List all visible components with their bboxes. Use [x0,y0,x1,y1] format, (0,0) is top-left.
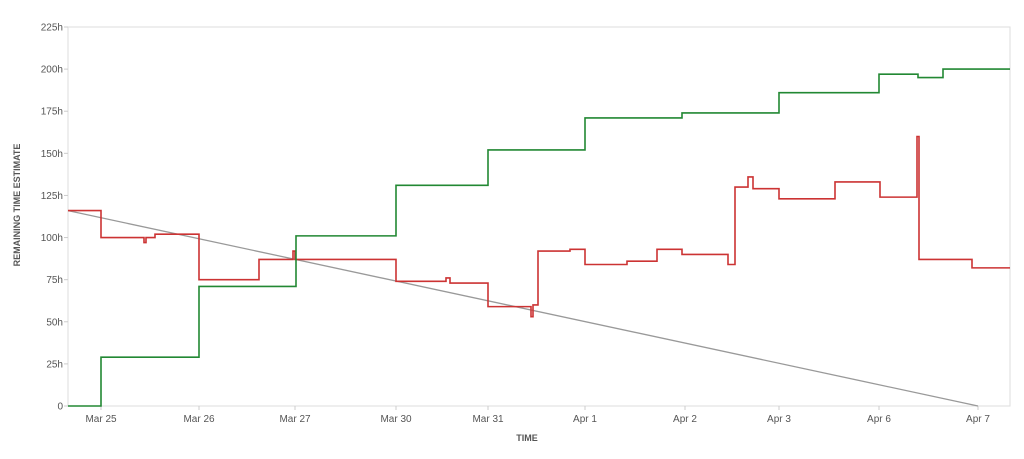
y-tick-label: 200h [41,65,63,76]
y-tick-label: 225h [41,23,63,34]
y-axis-ticks: 0 25h 50h 75h 100h 125h 150h 175h 200h 225h [41,23,68,413]
x-tick-label: Apr 3 [767,414,791,425]
plot-frame [67,26,1011,407]
y-axis-title: REMAINING TIME ESTIMATE [12,144,22,267]
x-tick-label: Mar 30 [380,414,412,425]
y-tick-label: 100h [41,233,63,244]
x-axis-title: TIME [516,433,538,443]
series-layer [67,68,1010,407]
x-tick-label: Mar 25 [85,414,117,425]
y-tick-label: 50h [46,317,63,328]
logged-series-line [68,68,1010,407]
x-tick-label: Apr 7 [966,414,990,425]
x-tick-label: Mar 26 [183,414,215,425]
y-tick-label: 125h [41,191,63,202]
y-tick-label: 0 [57,402,63,413]
y-tick-label: 25h [46,359,63,370]
guideline-series-line [67,209,979,407]
x-tick-label: Apr 6 [867,414,891,425]
x-axis-ticks: Mar 25 Mar 26 Mar 27 Mar 30 Mar 31 Apr 1 Apr 2… [85,406,990,425]
x-tick-label: Apr 1 [573,414,597,425]
x-tick-label: Apr 2 [673,414,697,425]
y-tick-label: 150h [41,149,63,160]
x-tick-label: Mar 27 [279,414,311,425]
y-tick-label: 175h [41,107,63,118]
x-tick-label: Mar 31 [472,414,504,425]
y-tick-label: 75h [46,275,63,286]
remaining-series-line [68,135,1010,318]
